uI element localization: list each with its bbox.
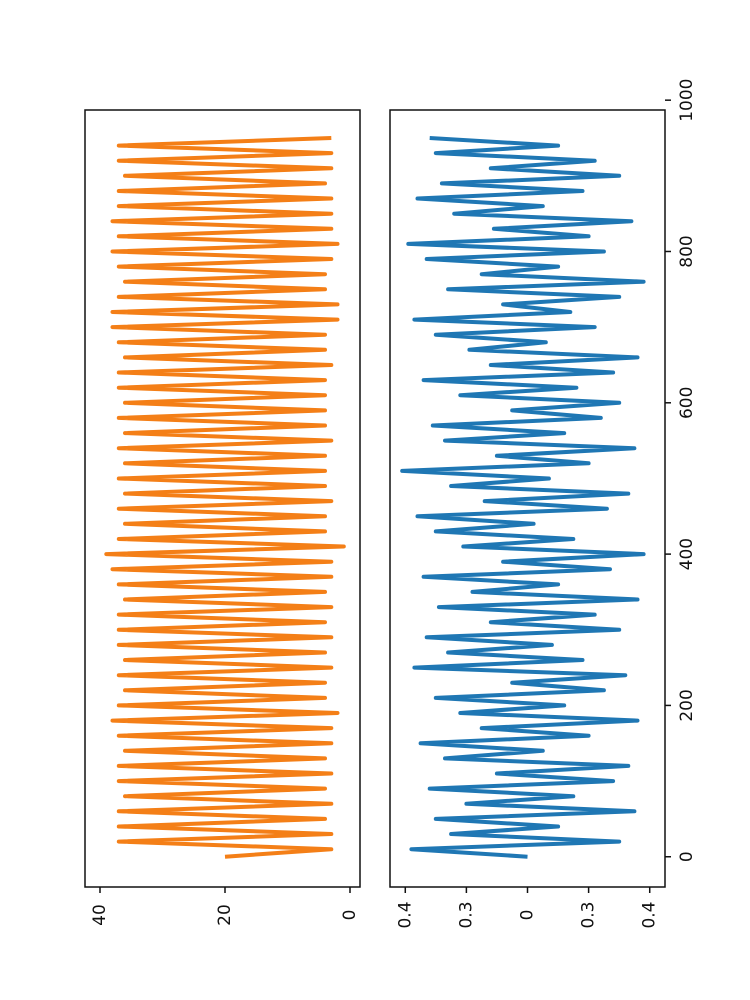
axes-frame — [389, 109, 666, 888]
y-tick-label: 40 — [90, 904, 110, 926]
x-tick-label: 800 — [677, 235, 697, 267]
y-tick-label: 0 — [340, 910, 360, 921]
data-line — [400, 136, 646, 859]
y-tick-label: 0.4 — [395, 901, 415, 928]
data-line — [104, 136, 346, 859]
y-tick-label: 0.3 — [456, 901, 476, 928]
y-tick-label: 0.4 — [640, 901, 660, 928]
axes-frame — [84, 109, 361, 888]
x-tick-label: 1000 — [677, 79, 697, 122]
x-tick-label: 0 — [677, 851, 697, 862]
x-tick-label: 200 — [677, 689, 697, 721]
y-tick-label: 0.3 — [579, 901, 599, 928]
x-tick-label: 400 — [677, 538, 697, 570]
y-tick-label: 20 — [215, 904, 235, 926]
x-tick-label: 600 — [677, 387, 697, 419]
y-tick-label: 0 — [518, 910, 538, 921]
